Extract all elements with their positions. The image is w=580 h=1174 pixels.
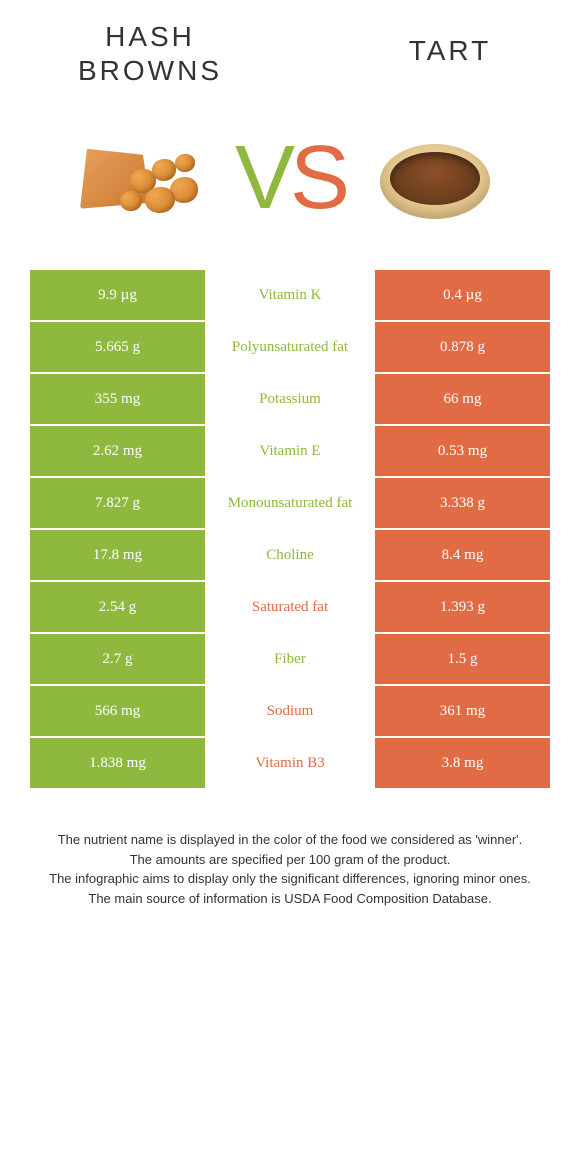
nutrient-row: 566 mgSodium361 mg — [30, 686, 550, 736]
nutrient-label: Saturated fat — [205, 582, 375, 632]
nutrient-row: 9.9 µgVitamin K0.4 µg — [30, 270, 550, 320]
left-value: 566 mg — [30, 686, 205, 736]
nutrient-label: Polyunsaturated fat — [205, 322, 375, 372]
left-food-title: Hash browns — [60, 20, 240, 87]
nutrient-row: 7.827 gMonounsaturated fat3.338 g — [30, 478, 550, 528]
right-value: 0.4 µg — [375, 270, 550, 320]
right-value: 1.5 g — [375, 634, 550, 684]
vs-row: VS — [0, 97, 580, 270]
left-value: 7.827 g — [30, 478, 205, 528]
footer-line: The amounts are specified per 100 gram o… — [40, 850, 540, 870]
right-food-title: Tart — [380, 34, 520, 87]
right-value: 0.53 mg — [375, 426, 550, 476]
right-value: 8.4 mg — [375, 530, 550, 580]
vs-label: VS — [235, 127, 345, 230]
vs-s: S — [290, 127, 345, 230]
vs-v: V — [235, 127, 290, 230]
left-value: 5.665 g — [30, 322, 205, 372]
left-value: 1.838 mg — [30, 738, 205, 788]
right-value: 3.8 mg — [375, 738, 550, 788]
nutrient-label: Potassium — [205, 374, 375, 424]
left-value: 17.8 mg — [30, 530, 205, 580]
left-value: 2.7 g — [30, 634, 205, 684]
nutrient-label: Choline — [205, 530, 375, 580]
left-value: 2.54 g — [30, 582, 205, 632]
right-value: 1.393 g — [375, 582, 550, 632]
nutrient-label: Vitamin K — [205, 270, 375, 320]
nutrient-row: 2.7 gFiber1.5 g — [30, 634, 550, 684]
nutrient-label: Vitamin E — [205, 426, 375, 476]
header: Hash browns Tart — [0, 0, 580, 97]
nutrient-label: Monounsaturated fat — [205, 478, 375, 528]
right-value: 0.878 g — [375, 322, 550, 372]
nutrient-row: 5.665 gPolyunsaturated fat0.878 g — [30, 322, 550, 372]
right-value: 3.338 g — [375, 478, 550, 528]
nutrient-row: 17.8 mgCholine8.4 mg — [30, 530, 550, 580]
right-value: 66 mg — [375, 374, 550, 424]
left-value: 2.62 mg — [30, 426, 205, 476]
footer-line: The main source of information is USDA F… — [40, 889, 540, 909]
footer-notes: The nutrient name is displayed in the co… — [0, 790, 580, 928]
footer-line: The nutrient name is displayed in the co… — [40, 830, 540, 850]
nutrient-table: 9.9 µgVitamin K0.4 µg5.665 gPolyunsatura… — [0, 270, 580, 788]
nutrient-label: Sodium — [205, 686, 375, 736]
nutrient-row: 1.838 mgVitamin B33.8 mg — [30, 738, 550, 788]
nutrient-row: 2.62 mgVitamin E0.53 mg — [30, 426, 550, 476]
tart-illustration — [365, 129, 505, 229]
footer-line: The infographic aims to display only the… — [40, 869, 540, 889]
nutrient-label: Fiber — [205, 634, 375, 684]
left-value: 9.9 µg — [30, 270, 205, 320]
nutrient-row: 2.54 gSaturated fat1.393 g — [30, 582, 550, 632]
left-value: 355 mg — [30, 374, 205, 424]
nutrient-row: 355 mgPotassium66 mg — [30, 374, 550, 424]
right-value: 361 mg — [375, 686, 550, 736]
nutrient-label: Vitamin B3 — [205, 738, 375, 788]
hash-browns-illustration — [75, 129, 215, 229]
